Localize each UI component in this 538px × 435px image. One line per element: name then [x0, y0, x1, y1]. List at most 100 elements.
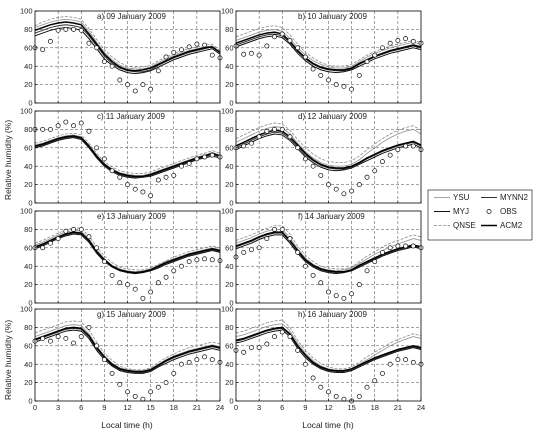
y-tick-label: 60	[225, 143, 233, 152]
obs-point	[356, 282, 362, 288]
series-line-myj	[235, 133, 422, 172]
y-tick-label: 20	[225, 378, 233, 387]
obs-point	[94, 145, 100, 151]
x-tick-label: 0	[234, 403, 238, 412]
obs-point	[256, 52, 262, 58]
obs-point	[117, 77, 123, 83]
obs-point	[279, 226, 285, 232]
obs-point	[256, 245, 262, 251]
panel-title: c) 11 January 2009	[97, 112, 165, 121]
obs-point	[356, 72, 362, 78]
obs-point	[248, 50, 254, 56]
y-tick-label: 0	[28, 99, 32, 108]
y-tick-label: 0	[28, 397, 32, 406]
obs-point	[78, 27, 84, 33]
obs-point	[279, 329, 285, 335]
obs-point	[63, 335, 69, 341]
series-line-acm2	[34, 21, 221, 72]
panel-title: d) 12 January 2009	[298, 112, 367, 121]
obs-point	[387, 152, 393, 158]
series-line-acm2	[34, 135, 221, 178]
y-axis-label-top: Relative humidity (%)	[3, 120, 13, 200]
obs-point	[186, 359, 192, 365]
y-tick-label: 20	[225, 80, 233, 89]
obs-point	[163, 274, 169, 280]
obs-point	[264, 341, 270, 347]
y-tick-label: 40	[24, 360, 32, 369]
obs-point	[186, 44, 192, 50]
x-tick-label: 24	[216, 403, 224, 412]
x-tick-label: 6	[79, 403, 83, 412]
obs-point	[395, 243, 401, 249]
obs-point	[140, 295, 146, 301]
legend-label: OBS	[500, 207, 517, 216]
obs-point	[248, 345, 254, 351]
obs-point	[248, 140, 254, 146]
obs-point	[202, 42, 208, 48]
obs-point	[132, 286, 138, 292]
y-tick-label: 0	[229, 99, 233, 108]
y-tick-label: 0	[229, 199, 233, 208]
obs-point	[71, 123, 76, 129]
x-tick-label: 3	[257, 403, 261, 412]
legend-label: MYNN2	[500, 193, 529, 202]
obs-point	[372, 378, 378, 384]
x-tick-label: 12	[324, 403, 332, 412]
obs-point	[40, 126, 46, 132]
series-line-myj	[34, 233, 221, 275]
x-tick-label: 3	[56, 403, 60, 412]
obs-point	[117, 280, 123, 286]
obs-point	[256, 345, 262, 351]
y-tick-label: 80	[24, 25, 32, 34]
y-tick-label: 20	[225, 280, 233, 289]
obs-point	[132, 393, 138, 399]
legend-label: QNSE	[453, 221, 476, 230]
obs-point	[171, 49, 177, 55]
obs-point	[318, 280, 324, 286]
obs-point	[333, 186, 339, 192]
obs-point	[264, 236, 270, 242]
y-tick-label: 100	[221, 305, 234, 314]
y-tick-label: 100	[20, 7, 33, 16]
y-tick-label: 40	[225, 162, 233, 171]
x-tick-label: 6	[280, 403, 284, 412]
obs-point	[333, 293, 339, 299]
chart-legend: YSU MYNN2 MYJ OBS QNSE ACM2	[427, 189, 533, 241]
x-tick-label: 21	[193, 403, 201, 412]
obs-point	[202, 256, 208, 262]
obs-point	[387, 361, 393, 367]
obs-point	[272, 126, 277, 132]
obs-point	[341, 83, 347, 89]
obs-point	[63, 119, 69, 125]
y-tick-label: 100	[20, 305, 33, 314]
obs-point	[202, 354, 208, 360]
series-line-acm2	[34, 326, 221, 373]
obs-point	[55, 27, 61, 33]
obs-point	[279, 31, 285, 37]
legend-item-qnse: QNSE	[434, 221, 476, 230]
obs-point	[326, 289, 331, 295]
x-tick-label: 12	[123, 403, 131, 412]
obs-point	[410, 359, 416, 365]
obs-point	[155, 384, 161, 390]
y-tick-label: 80	[24, 125, 32, 134]
x-tick-label: 9	[303, 403, 307, 412]
obs-point	[387, 245, 393, 251]
panel-title: h) 16 January 2009	[298, 310, 367, 319]
obs-point	[194, 156, 200, 162]
legend-item-myj: MYJ	[434, 207, 469, 216]
legend-item-ysu: YSU	[434, 193, 470, 202]
obs-point	[40, 245, 46, 251]
y-tick-label: 0	[229, 299, 233, 308]
obs-point	[295, 347, 301, 353]
y-tick-label: 40	[225, 360, 233, 369]
y-tick-label: 0	[28, 299, 32, 308]
y-tick-label: 40	[24, 162, 32, 171]
obs-point	[132, 186, 138, 192]
obs-point	[364, 59, 370, 65]
obs-point	[302, 54, 308, 60]
legend-label: MYJ	[453, 207, 469, 216]
obs-point	[55, 123, 61, 129]
obs-point	[186, 160, 192, 166]
obs-point	[194, 357, 200, 363]
